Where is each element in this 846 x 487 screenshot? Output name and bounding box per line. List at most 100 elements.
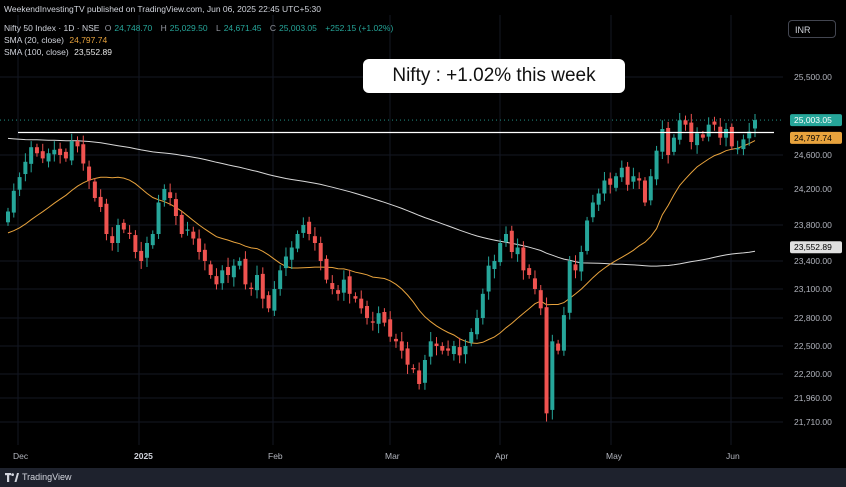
candle-body [706, 124, 711, 137]
candle-body [92, 181, 97, 198]
candle-body [585, 220, 590, 251]
candle-body [550, 341, 555, 410]
footer-bar: TradingView [0, 468, 846, 487]
candle-body [411, 368, 416, 370]
x-tick-label: Feb [268, 451, 283, 461]
candle-body [272, 289, 277, 311]
candle-body [249, 287, 254, 289]
candle-body [735, 148, 740, 150]
price-tag-text-sma20: 24,797.74 [794, 133, 832, 143]
symbol-legend[interactable]: Nifty 50 Index · 1D · NSE O 24,748.70 H 25… [4, 23, 396, 33]
candle-body [695, 133, 700, 146]
candle-body [121, 222, 126, 230]
candle-body [330, 283, 335, 289]
sma20-legend[interactable]: SMA (20, close) 24,797.74 [4, 35, 110, 45]
grid-lines [0, 15, 783, 445]
candle-body [197, 238, 202, 252]
price-tag-text-last_price: 25,003.05 [794, 115, 832, 125]
y-tick-label: 23,800.00 [794, 220, 832, 230]
candle-body [544, 307, 549, 414]
candle-body [376, 313, 381, 324]
candle-body [347, 276, 352, 294]
candle-body [631, 176, 636, 182]
candle-body [266, 295, 271, 309]
candle-body [116, 225, 121, 243]
candle-body [237, 261, 242, 266]
candle-body [561, 315, 566, 351]
candle-body [700, 134, 705, 138]
ohlc-low: L 24,671.45 [215, 23, 262, 33]
publish-credit: WeekendInvestingTV published on TradingV… [4, 4, 321, 14]
candle-body [58, 148, 63, 155]
candle-body [336, 290, 341, 294]
candle-body [422, 360, 427, 383]
candle-body [741, 139, 746, 150]
candle-body [46, 153, 51, 162]
candle-body [34, 147, 39, 154]
candle-body [214, 276, 219, 285]
candle-body [567, 261, 572, 313]
candle-body [365, 306, 370, 318]
candle-body [40, 151, 45, 159]
candle-body [434, 343, 439, 346]
candle-body [428, 341, 433, 357]
candle-body [283, 256, 288, 269]
candle-body [538, 290, 543, 309]
sma100-label: SMA (100, close) [4, 47, 69, 57]
candle-body [52, 149, 57, 155]
candle-body [590, 202, 595, 218]
candle-body [724, 129, 729, 138]
candle-body [98, 196, 103, 207]
candle-body [312, 236, 317, 243]
y-tick-label: 24,600.00 [794, 150, 832, 160]
footer-brand[interactable]: TradingView [22, 472, 72, 482]
y-tick-label: 21,960.00 [794, 393, 832, 403]
candle-body [307, 221, 312, 234]
candle-body [608, 178, 613, 185]
candle-body [63, 151, 68, 159]
candle-body [208, 264, 213, 275]
x-tick-label: Jun [726, 451, 740, 461]
candle-body [295, 234, 300, 249]
price-tag-text-sma100: 23,552.89 [794, 242, 832, 252]
tradingview-logo-icon[interactable] [5, 473, 19, 482]
sma20-label: SMA (20, close) [4, 35, 64, 45]
candle-body [596, 193, 601, 205]
candle-body [260, 273, 265, 299]
candle-body [29, 147, 34, 164]
sma100-value: 23,552.89 [74, 47, 112, 57]
price-tag-last_price [790, 114, 842, 127]
y-tick-label: 22,200.00 [794, 369, 832, 379]
candle-body [324, 258, 329, 280]
candle-body [110, 236, 115, 243]
candle-body [341, 279, 346, 293]
candle-body [220, 270, 225, 284]
candle-body [87, 166, 92, 181]
candle-body [504, 234, 508, 242]
candle-body [642, 180, 647, 203]
y-tick-label: 23,100.00 [794, 284, 832, 294]
candle-body [318, 243, 323, 261]
candle-body [417, 370, 422, 384]
candle-body [527, 268, 532, 275]
candle-body [556, 343, 561, 351]
sma20-value: 24,797.74 [69, 35, 108, 45]
currency-button[interactable]: INR [788, 20, 836, 38]
candle-body [278, 270, 283, 289]
x-tick-label: May [606, 451, 623, 461]
candle-body [671, 137, 676, 152]
y-tick-label: 25,500.00 [794, 72, 832, 82]
y-tick-label: 22,500.00 [794, 341, 832, 351]
candle-body [602, 180, 607, 194]
sma100-line [7, 137, 756, 267]
sma100-legend[interactable]: SMA (100, close) 23,552.89 [4, 47, 115, 57]
y-tick-label: 22,800.00 [794, 313, 832, 323]
candle-body [405, 348, 410, 365]
candle-body [579, 252, 584, 272]
x-tick-label: Mar [385, 451, 400, 461]
y-tick-label: 21,710.00 [794, 417, 832, 427]
candle-body [619, 167, 624, 178]
candle-body [202, 249, 207, 261]
candle-body [301, 225, 306, 233]
